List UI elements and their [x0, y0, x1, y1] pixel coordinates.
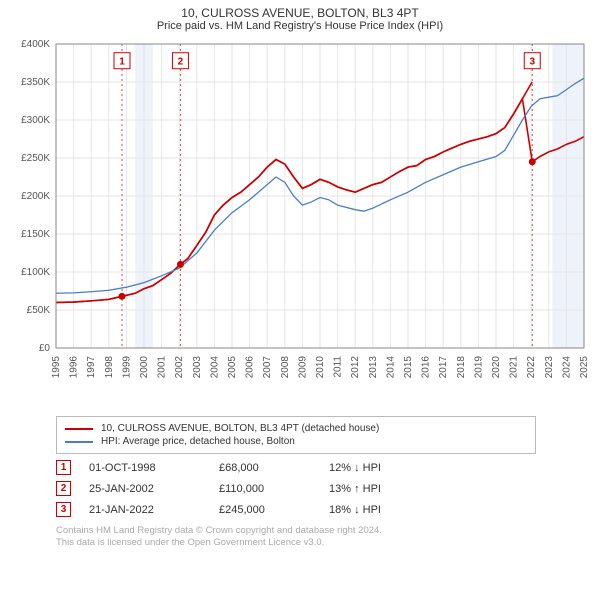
x-tick-label: 2010 [315, 356, 326, 379]
x-tick-label: 2025 [579, 356, 590, 379]
event-price: £245,000 [219, 504, 329, 516]
x-tick-label: 2000 [139, 356, 150, 379]
event-date: 25-JAN-2002 [89, 483, 219, 495]
x-tick-label: 2017 [438, 356, 449, 379]
x-tick-label: 1998 [104, 356, 115, 379]
x-tick-label: 2003 [192, 356, 203, 379]
legend-item: HPI: Average price, detached house, Bolt… [65, 436, 527, 447]
x-tick-label: 2022 [526, 356, 537, 379]
x-tick-label: 2024 [561, 356, 572, 379]
x-tick-label: 2006 [245, 356, 256, 379]
y-tick-label: £0 [39, 343, 51, 354]
x-tick-label: 1997 [86, 356, 97, 379]
x-tick-label: 2012 [350, 356, 361, 379]
svg-text:2: 2 [178, 57, 184, 68]
x-tick-label: 2021 [509, 356, 520, 379]
legend-swatch [65, 441, 93, 443]
x-tick-label: 2018 [456, 356, 467, 379]
x-tick-label: 2007 [262, 356, 273, 379]
x-tick-label: 2004 [209, 356, 220, 379]
event-date: 21-JAN-2022 [89, 504, 219, 516]
footer-attribution: Contains HM Land Registry data © Crown c… [56, 525, 592, 550]
event-row: 2 25-JAN-2002£110,00013% ↑ HPI [56, 481, 592, 496]
y-tick-label: £100K [21, 267, 50, 278]
y-tick-label: £150K [21, 229, 50, 240]
x-tick-label: 2009 [297, 356, 308, 379]
sale-point [119, 293, 126, 300]
sale-point [529, 158, 536, 165]
x-tick-label: 2014 [385, 356, 396, 379]
legend-label: HPI: Average price, detached house, Bolt… [101, 436, 295, 447]
legend-swatch [65, 428, 93, 430]
x-tick-label: 2001 [157, 356, 168, 379]
x-tick-label: 2023 [544, 356, 555, 379]
price-chart: £0 £50K £100K £150K £200K £250K £300K £350K £400… [8, 38, 592, 408]
svg-text:3: 3 [529, 57, 535, 68]
event-delta: 18% ↓ HPI [329, 504, 449, 516]
page-subtitle: Price paid vs. HM Land Registry's House … [8, 20, 592, 32]
sale-point [177, 261, 184, 268]
x-tick-label: 2020 [491, 356, 502, 379]
footer-line1: Contains HM Land Registry data © Crown c… [56, 525, 592, 537]
chart-legend: 10, CULROSS AVENUE, BOLTON, BL3 4PT (det… [56, 416, 536, 454]
page-title: 10, CULROSS AVENUE, BOLTON, BL3 4PT [8, 6, 592, 20]
x-tick-label: 2013 [368, 356, 379, 379]
x-tick-label: 2015 [403, 356, 414, 379]
legend-label: 10, CULROSS AVENUE, BOLTON, BL3 4PT (det… [101, 423, 379, 434]
event-price: £110,000 [219, 483, 329, 495]
svg-text:1: 1 [119, 57, 125, 68]
footer-line2: This data is licensed under the Open Gov… [56, 537, 592, 549]
y-tick-label: £300K [21, 115, 50, 126]
x-tick-label: 2002 [174, 356, 185, 379]
event-delta: 12% ↓ HPI [329, 462, 449, 474]
event-marker: 3 [56, 502, 71, 517]
x-tick-label: 1996 [69, 356, 80, 379]
y-tick-label: £200K [21, 191, 50, 202]
y-tick-label: £350K [21, 77, 50, 88]
x-tick-label: 2016 [421, 356, 432, 379]
x-tick-label: 1999 [121, 356, 132, 379]
legend-item: 10, CULROSS AVENUE, BOLTON, BL3 4PT (det… [65, 423, 527, 434]
y-tick-label: £50K [27, 305, 51, 316]
x-tick-label: 2011 [333, 356, 344, 378]
event-date: 01-OCT-1998 [89, 462, 219, 474]
event-price: £68,000 [219, 462, 329, 474]
y-tick-label: £250K [21, 153, 50, 164]
event-marker: 2 [56, 481, 71, 496]
x-tick-label: 2019 [473, 356, 484, 379]
chart-svg: £0 £50K £100K £150K £200K £250K £300K £350K £400… [8, 38, 592, 408]
event-row: 3 21-JAN-2022£245,00018% ↓ HPI [56, 502, 592, 517]
event-row: 1 01-OCT-1998£68,00012% ↓ HPI [56, 460, 592, 475]
x-tick-label: 2008 [280, 356, 291, 379]
y-tick-label: £400K [21, 39, 50, 50]
x-tick-label: 1995 [51, 356, 62, 379]
sale-events: 1 01-OCT-1998£68,00012% ↓ HPI 2 25-JAN-2002… [56, 460, 592, 517]
event-marker: 1 [56, 460, 71, 475]
x-tick-label: 2005 [227, 356, 238, 379]
event-delta: 13% ↑ HPI [329, 483, 449, 495]
